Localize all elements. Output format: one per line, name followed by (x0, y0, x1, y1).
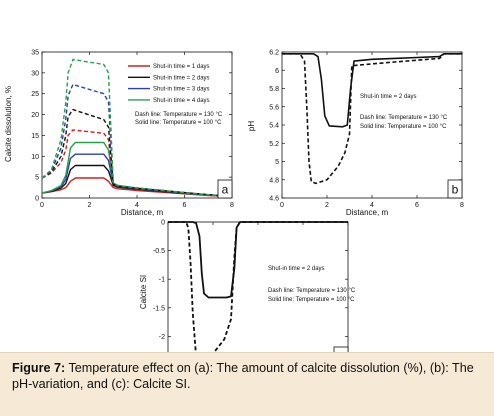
chart-b-ylabel: pH (247, 121, 256, 131)
chart-c-y-tick-label: -2 (159, 334, 165, 341)
chart-a-x-tick-label: 8 (230, 202, 234, 209)
chart-b-x-tick-label: 2 (325, 202, 329, 209)
chart-b-y-tick-label: 5 (275, 159, 279, 166)
chart-a: Calcite dissolution, % Distance, m 0 2 4 6 8… (4, 50, 234, 218)
chart-b-annotation: Solid line: Temperature = 100 °C (360, 124, 447, 130)
chart-a-x-tick-label: 4 (135, 202, 139, 209)
chart-c-annotation: Shut-in time = 2 days (268, 266, 325, 272)
chart-b-annotation: Dash line: Temperature = 130 °C (360, 115, 448, 121)
chart-a-y-tick-label: 30 (31, 70, 39, 77)
chart-a-x-tick-label: 2 (88, 202, 92, 209)
chart-b-xlabel: Distance, m (346, 208, 389, 217)
chart-a-legend-label: Shut-in time = 3 days (153, 87, 210, 93)
chart-b-panel-letter-box (447, 179, 463, 199)
chart-a-series-dash-line (41, 129, 233, 197)
chart-c-annotation: Dash line: Temperature = 130 °C (268, 288, 356, 294)
chart-a-legend-label: Shut-in time = 1 days (153, 64, 210, 70)
chart-b-x-tick-label: 0 (280, 202, 284, 209)
chart-c-y-tick-label: 0 (161, 220, 165, 227)
figure-caption: Figure 7: Temperature effect on (a): The… (0, 352, 494, 416)
chart-a-y-tick-label: 25 (31, 91, 39, 98)
chart-b-y-tick-label: 5.8 (269, 86, 279, 93)
chart-b-y-tick-label: 6 (275, 68, 279, 75)
chart-b-y-tick-label: 5.6 (269, 104, 279, 111)
chart-a-legend-label: Shut-in time = 2 days (153, 75, 210, 81)
caption-label: Figure 7: (12, 361, 66, 375)
chart-b-x-tick-label: 4 (370, 202, 374, 209)
chart-c-series-solid-line (168, 221, 348, 299)
chart-b-y-tick-label: 4.8 (269, 177, 279, 184)
chart-a-xlabel: Distance, m (121, 208, 164, 217)
chart-a-ylabel: Calcite dissolution, % (4, 86, 13, 162)
chart-a-panel-letter: a (222, 183, 229, 197)
chart-a-x-tick-label: 0 (40, 202, 44, 209)
chart-a-panel-letter-box (217, 179, 233, 199)
chart-b-x-tick-label: 6 (415, 202, 419, 209)
chart-b-x-tick-label: 8 (460, 202, 464, 209)
chart-a-x-tick-label: 6 (183, 202, 187, 209)
chart-b-y-tick-label: 4.6 (269, 196, 279, 203)
chart-c-y-tick-label: -0.5 (153, 248, 165, 255)
chart-a-y-tick-label: 5 (35, 175, 39, 182)
chart-b-y-tick-label: 5.2 (269, 141, 279, 148)
chart-c-y-tick-label: -1.5 (153, 305, 165, 312)
chart-b-series-dash-line (282, 53, 462, 185)
chart-c-ylabel: Calcite SI (139, 275, 148, 309)
chart-a-annotation: Solid line: Temperature = 100 °C (135, 120, 222, 126)
chart-a-y-tick-label: 15 (31, 133, 39, 140)
chart-a-y-tick-label: 10 (31, 154, 39, 161)
chart-b-panel-letter: b (452, 183, 459, 197)
chart-b: pH Distance, m 0 2 4 6 8 4.6 4.8 5 5.2 5.4 5.6 5.8 6… (247, 50, 464, 218)
chart-a-series-dash-line (41, 58, 233, 197)
chart-b-y-tick-label: 5.4 (269, 123, 279, 130)
chart-a-legend-label: Shut-in time = 4 days (153, 98, 210, 104)
chart-c-y-tick-label: -1 (159, 277, 165, 284)
chart-a-y-tick-label: 35 (31, 50, 39, 57)
caption-text: Temperature effect on (a): The amount of… (12, 361, 474, 391)
chart-c-annotation: Solid line: Temperature = 100 °C (268, 297, 355, 303)
chart-a-annotation: Dash line: Temperature = 130 °C (135, 112, 223, 118)
chart-b-series-solid-line (282, 53, 462, 128)
chart-a-y-tick-label: 20 (31, 112, 39, 119)
chart-a-y-tick-label: 0 (35, 196, 39, 203)
chart-b-y-tick-label: 6.2 (269, 50, 279, 57)
chart-b-annotation: Shut-in time = 2 days (360, 94, 417, 100)
